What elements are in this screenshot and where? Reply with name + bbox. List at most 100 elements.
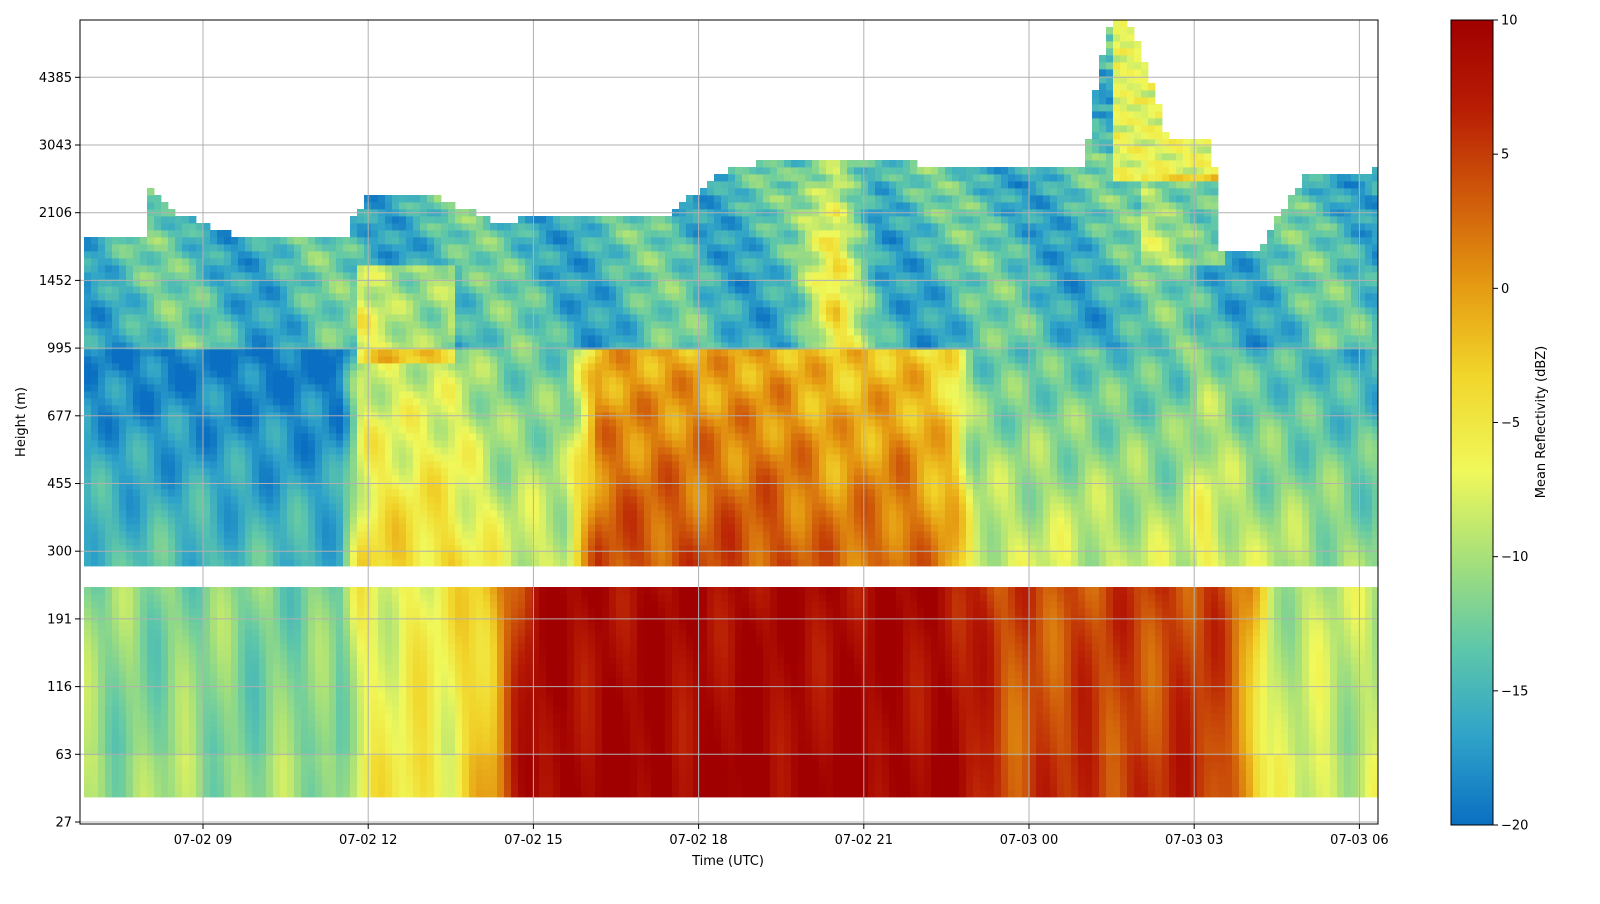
heatmap-cell [140,398,148,406]
heatmap-cell [161,447,169,455]
heatmap-cell [98,587,106,595]
heatmap-cell [287,727,295,735]
heatmap-cell [280,657,288,665]
heatmap-cell [518,349,526,357]
heatmap-cell [259,755,267,763]
heatmap-cell [224,419,232,427]
heatmap-cell [210,454,218,462]
heatmap-cell [343,461,351,469]
heatmap-cell [462,377,470,385]
heatmap-cell [161,293,169,301]
heatmap-cell [182,251,190,259]
heatmap-cell [399,475,407,483]
heatmap-cell [350,426,358,434]
heatmap-cell [98,272,106,280]
heatmap-cell [469,328,477,336]
heatmap-cell [336,769,344,777]
heatmap-cell [280,440,288,448]
heatmap-cell [133,636,141,644]
heatmap-cell [336,391,344,399]
heatmap-cell [350,678,358,686]
heatmap-cell [378,657,386,665]
heatmap-cell [273,433,281,441]
heatmap-cell [273,307,281,315]
heatmap-cell [238,699,246,707]
heatmap-cell [385,293,393,301]
heatmap-cell [112,391,120,399]
heatmap-cell [126,552,134,560]
heatmap-cell [504,594,512,602]
heatmap-cell [455,349,463,357]
heatmap-cell [280,636,288,644]
heatmap-cell [448,594,456,602]
heatmap-cell [210,524,218,532]
heatmap-cell [140,335,148,343]
heatmap-cell [252,783,260,791]
heatmap-cell [210,335,218,343]
heatmap-cell [371,552,379,560]
heatmap-cell [259,643,267,651]
heatmap-cell [210,727,218,735]
heatmap-cell [343,713,351,721]
heatmap-cell [483,601,491,609]
heatmap-cell [343,531,351,539]
heatmap-cell [497,356,505,364]
heatmap-cell [238,517,246,525]
heatmap-cell [490,475,498,483]
heatmap-cell [168,692,176,700]
heatmap-cell [252,468,260,476]
heatmap-cell [385,377,393,385]
heatmap-cell [357,356,365,364]
heatmap-cell [322,741,330,749]
heatmap-cell [231,468,239,476]
heatmap-cell [119,699,127,707]
heatmap-cell [420,594,428,602]
heatmap-cell [84,734,92,742]
heatmap-cell [462,629,470,637]
heatmap-cell [273,286,281,294]
heatmap-cell [399,272,407,280]
heatmap-cell [329,461,337,469]
heatmap-cell [294,426,302,434]
heatmap-cell [189,349,197,357]
heatmap-cell [504,433,512,441]
heatmap-cell [98,531,106,539]
heatmap-cell [238,503,246,511]
heatmap-cell [182,489,190,497]
heatmap-cell [343,664,351,672]
heatmap-cell [518,461,526,469]
heatmap-cell [119,384,127,392]
heatmap-cell [462,587,470,595]
heatmap-cell [315,419,323,427]
heatmap-cell [413,314,421,322]
heatmap-cell [399,251,407,259]
heatmap-cell [357,223,365,231]
heatmap-cell [504,321,512,329]
heatmap-cell [322,489,330,497]
heatmap-cell [392,706,400,714]
heatmap-cell [469,398,477,406]
heatmap-cell [427,510,435,518]
heatmap-cell [140,741,148,749]
heatmap-cell [259,377,267,385]
heatmap-cell [98,762,106,770]
heatmap-cell [168,426,176,434]
heatmap-cell [259,251,267,259]
heatmap-cell [420,300,428,308]
heatmap-cell [329,356,337,364]
heatmap-cell [168,734,176,742]
heatmap-cell [154,692,162,700]
heatmap-cell [301,643,309,651]
heatmap-cell [217,335,225,343]
heatmap-cell [273,671,281,679]
heatmap-cell [336,692,344,700]
heatmap-cell [154,524,162,532]
heatmap-cell [203,594,211,602]
heatmap-cell [161,678,169,686]
heatmap-cell [371,741,379,749]
heatmap-cell [105,720,113,728]
heatmap-cell [203,510,211,518]
heatmap-cell [455,328,463,336]
heatmap-cell [217,265,225,273]
heatmap-cell [112,741,120,749]
